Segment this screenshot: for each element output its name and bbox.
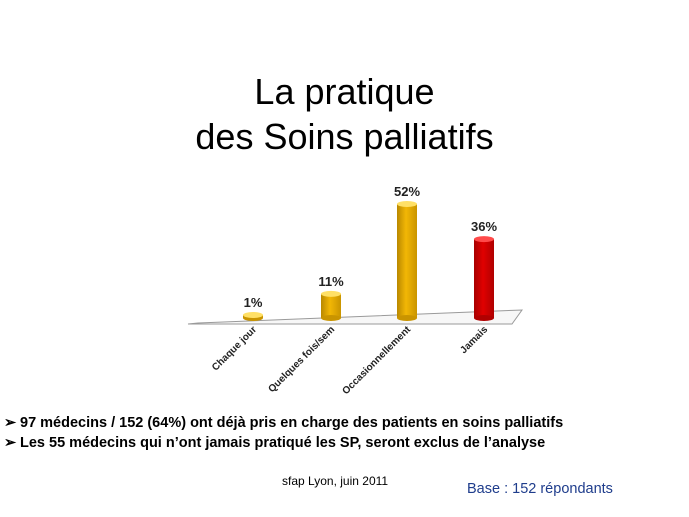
chart-bar-base bbox=[397, 315, 417, 321]
bullet-item: ➢ 97 médecins / 152 (64%) ont déjà pris e… bbox=[4, 413, 688, 433]
bullet-text: 97 médecins / 152 (64%) ont déjà pris en… bbox=[20, 415, 564, 431]
chart-category-label: Jamais bbox=[458, 324, 490, 356]
chart-bar bbox=[397, 204, 417, 318]
bullet-item: ➢ Les 55 médecins qui n’ont jamais pratiq… bbox=[4, 433, 688, 453]
chart-bar bbox=[321, 293, 341, 318]
base-note: Base : 152 répondants bbox=[467, 481, 613, 497]
chart-data-label: 52% bbox=[394, 184, 420, 199]
chart-floor bbox=[187, 309, 524, 325]
footer-text: sfap Lyon, juin 2011 bbox=[282, 474, 389, 488]
chart-bar-top bbox=[397, 201, 417, 207]
chart-bar-base bbox=[474, 315, 494, 321]
chart-bar-top bbox=[321, 290, 341, 297]
arrow-bullet-icon: ➢ bbox=[4, 415, 17, 431]
chart-data-label: 11% bbox=[318, 274, 344, 289]
chart-data-label: 36% bbox=[471, 219, 497, 234]
chart-bar-base bbox=[321, 315, 341, 321]
chart-category-label: Occasionnellement bbox=[340, 324, 413, 397]
arrow-bullet-icon: ➢ bbox=[4, 435, 17, 451]
bullet-text: Les 55 médecins qui n’ont jamais pratiqu… bbox=[20, 435, 546, 451]
slide-title-line2: des Soins palliatifs bbox=[195, 116, 494, 157]
bullet-list: ➢ 97 médecins / 152 (64%) ont déjà pris e… bbox=[4, 413, 688, 453]
chart-bar-top bbox=[474, 236, 494, 243]
chart-data-label: 1% bbox=[244, 295, 263, 310]
chart-category-label: Chaque jour bbox=[210, 324, 259, 373]
chart-bar bbox=[474, 239, 494, 318]
bar-chart: 1% Chaque jour 11% Quelques fois/sem 52% Occa… bbox=[187, 184, 524, 397]
slide-title-line1: La pratique bbox=[254, 71, 435, 112]
chart-category-label: Quelques fois/sem bbox=[266, 324, 337, 395]
chart-bar-top bbox=[243, 312, 263, 318]
